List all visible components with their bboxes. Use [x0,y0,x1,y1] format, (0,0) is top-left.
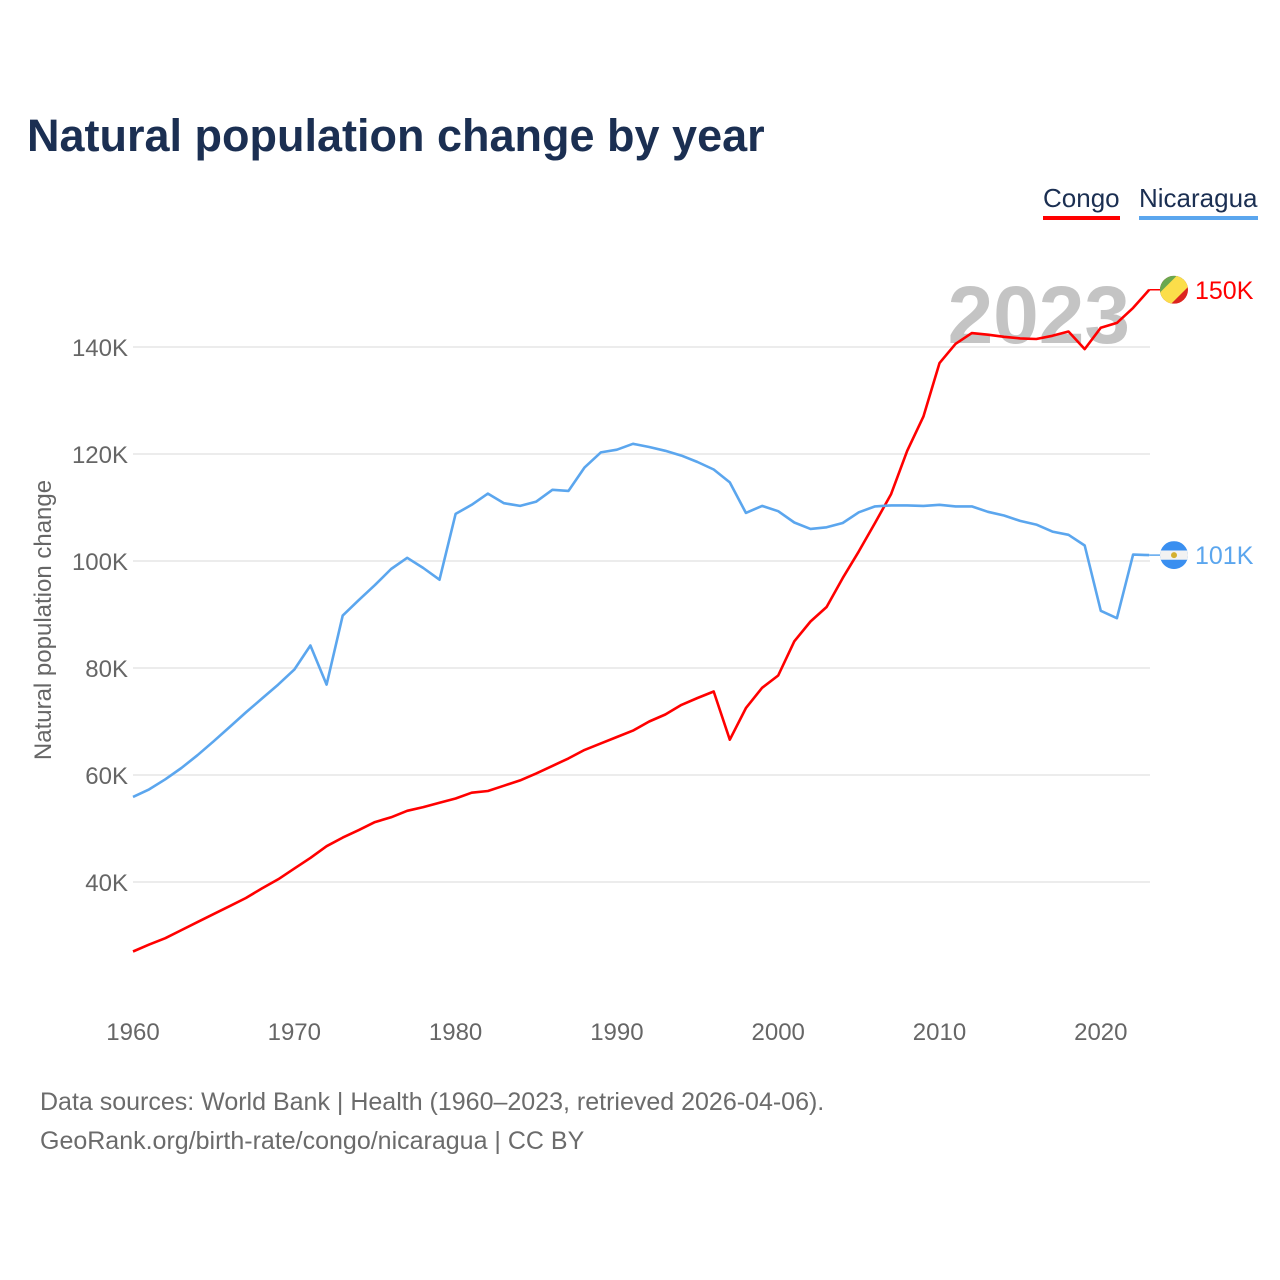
nicaragua-flag-icon [1160,541,1188,570]
y-tick-label: 120K [72,442,128,469]
x-tick-label: 1980 [429,1019,482,1046]
legend-item-congo[interactable]: Congo [1043,183,1120,220]
legend-item-nicaragua[interactable]: Nicaragua [1139,183,1258,220]
x-tick-label: 2020 [1074,1019,1127,1046]
y-tick-label: 60K [85,763,128,790]
series-line-congo[interactable] [132,288,1151,953]
end-value-label: 150K [1195,277,1254,305]
credit-note: GeoRank.org/birth-rate/congo/nicaragua |… [40,1127,585,1155]
x-tick-label: 1960 [106,1019,159,1046]
data-source-note: Data sources: World Bank | Health (1960–… [40,1088,825,1116]
y-tick-label: 100K [72,549,128,576]
x-tick-label: 1970 [268,1019,321,1046]
x-tick-label: 2010 [913,1019,966,1046]
chart-title: Natural population change by year [27,110,765,161]
congo-flag-icon [1160,275,1188,304]
y-tick-label: 40K [85,870,128,897]
y-tick-label: 80K [85,656,128,683]
series-line-nicaragua[interactable] [132,442,1150,799]
end-value-label: 101K [1195,542,1254,570]
year-watermark: 2023 [948,270,1130,361]
x-tick-label: 2000 [752,1019,805,1046]
y-axis-label: Natural population change [30,480,57,760]
x-tick-label: 1990 [590,1019,643,1046]
y-tick-label: 140K [72,335,128,362]
